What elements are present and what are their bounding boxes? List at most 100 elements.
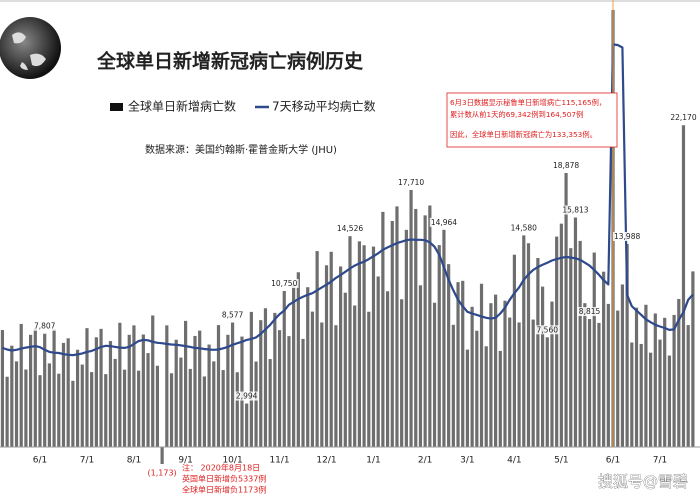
bar xyxy=(245,403,249,447)
bar xyxy=(212,361,216,447)
bar xyxy=(385,291,390,447)
bar xyxy=(620,284,625,447)
bar xyxy=(606,303,610,447)
bar xyxy=(597,322,601,447)
bar xyxy=(141,334,145,447)
note-text: 英国单日新增负5337例 xyxy=(182,474,266,484)
bar xyxy=(179,357,183,447)
bar xyxy=(61,342,66,447)
bar xyxy=(19,323,23,447)
data-label: 2,994 xyxy=(236,392,258,401)
bar xyxy=(5,376,9,447)
data-label-bg xyxy=(535,325,560,335)
moving-average-line xyxy=(2,43,694,357)
bar xyxy=(371,246,376,447)
data-label-bg xyxy=(551,161,581,171)
annotation-text: 因此，全球单日新增新冠病亡为133,353例。 xyxy=(450,130,597,139)
bar xyxy=(639,343,643,447)
bar xyxy=(672,314,676,447)
bar xyxy=(24,369,28,447)
bar xyxy=(85,328,89,447)
bar xyxy=(122,369,127,447)
bar xyxy=(33,327,37,447)
data-label: 14,580 xyxy=(511,223,537,232)
watermark: 搜狐号@雪碧 xyxy=(598,473,688,491)
bar xyxy=(169,373,174,447)
legend-label: 7天移动平均病亡数 xyxy=(272,99,376,114)
bar xyxy=(395,206,399,447)
bar xyxy=(357,241,361,447)
bar xyxy=(437,245,441,447)
bar xyxy=(381,211,385,447)
bar xyxy=(526,243,531,447)
bar xyxy=(38,375,42,447)
bar xyxy=(47,363,51,447)
bar xyxy=(324,265,329,447)
bar xyxy=(127,334,131,447)
bar xyxy=(634,307,639,447)
data-label: 7,560 xyxy=(537,325,559,334)
bar xyxy=(287,336,291,447)
bar xyxy=(75,349,80,447)
bar xyxy=(296,272,300,447)
bar xyxy=(592,252,596,447)
bar xyxy=(315,251,319,447)
bar xyxy=(184,320,188,447)
bar xyxy=(451,324,455,447)
bar xyxy=(57,373,61,447)
x-tick-label: 5/1 xyxy=(554,456,568,466)
bar xyxy=(536,258,540,447)
bar xyxy=(573,217,578,447)
bar xyxy=(494,294,498,447)
bar xyxy=(616,310,620,447)
bar xyxy=(230,322,235,447)
bar xyxy=(259,320,263,447)
bar xyxy=(414,208,418,447)
bar xyxy=(653,313,657,447)
bar xyxy=(334,325,338,447)
bar xyxy=(29,334,33,447)
data-label-bg xyxy=(509,223,539,233)
bar xyxy=(484,346,488,447)
bar xyxy=(188,368,192,447)
x-tick-label: 6/1 xyxy=(33,456,47,466)
bar xyxy=(428,205,432,447)
bar xyxy=(418,285,423,447)
bar xyxy=(90,372,94,447)
bar xyxy=(10,345,14,447)
annotation-text: 累计数从前1天的69,342例到164,507例 xyxy=(450,110,583,119)
bar xyxy=(667,355,671,447)
bar xyxy=(447,264,451,447)
bar xyxy=(578,240,582,447)
note-text: 注： 2020年8月18日 xyxy=(182,463,260,473)
bar xyxy=(559,223,563,447)
bar xyxy=(235,372,239,447)
bar xyxy=(254,361,258,447)
bar xyxy=(198,330,202,447)
x-tick-label: 4/1 xyxy=(507,456,521,466)
x-tick-label: 7/1 xyxy=(653,456,667,466)
bar xyxy=(498,350,502,447)
x-tick-label: 1/1 xyxy=(366,456,380,466)
bar xyxy=(292,284,296,447)
bar xyxy=(423,215,427,447)
bar xyxy=(686,325,690,447)
bar xyxy=(583,303,587,447)
bar xyxy=(630,342,634,447)
bar xyxy=(564,173,568,447)
bar xyxy=(113,358,117,447)
bar xyxy=(503,300,507,447)
bar xyxy=(94,337,98,447)
data-label-bg xyxy=(561,205,590,215)
bar xyxy=(43,333,47,447)
bar xyxy=(681,125,686,448)
bar xyxy=(216,325,221,447)
bar xyxy=(273,312,277,447)
bar xyxy=(644,304,648,447)
bar xyxy=(409,189,413,447)
bar xyxy=(663,317,667,447)
bar xyxy=(80,364,84,447)
data-label: 18,878 xyxy=(553,161,579,170)
data-label-bg xyxy=(270,278,299,288)
bar xyxy=(52,329,56,447)
